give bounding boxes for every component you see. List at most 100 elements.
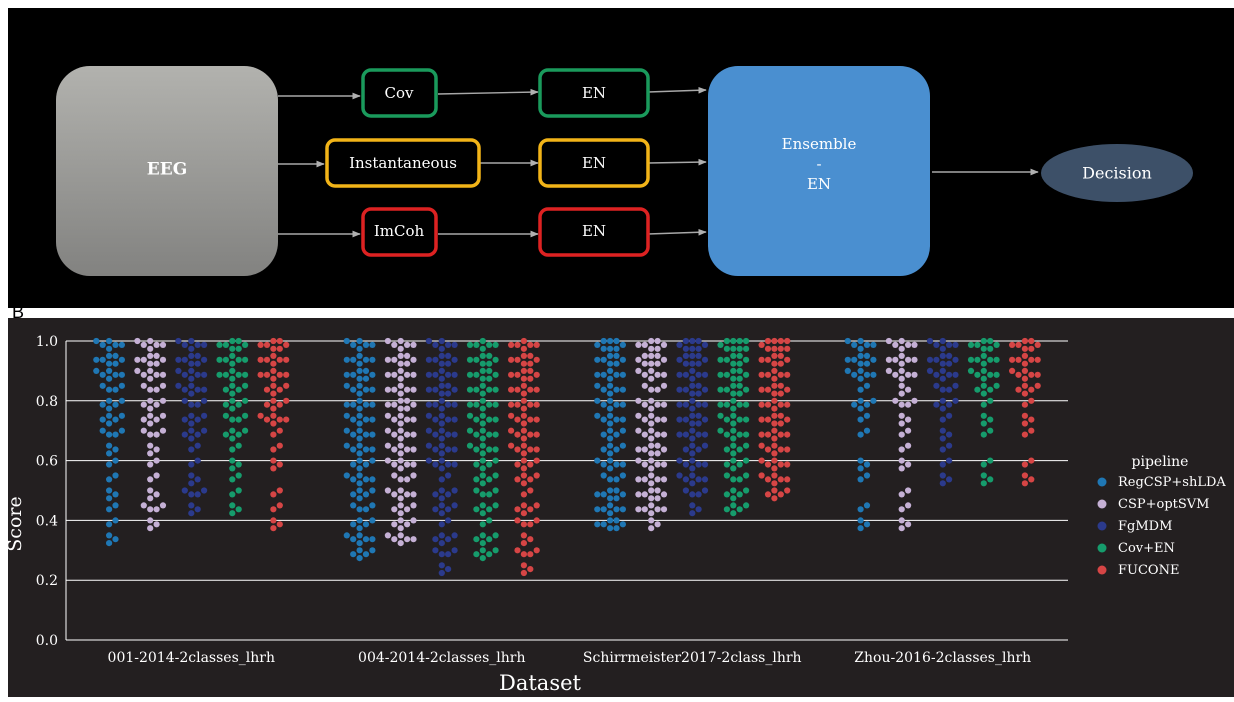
data-point: [660, 461, 668, 468]
data-point: [270, 390, 277, 397]
data-point: [648, 487, 655, 494]
data-point: [356, 390, 363, 397]
data-point: [600, 446, 607, 453]
data-point: [898, 517, 905, 524]
data-point: [397, 412, 404, 419]
data-point: [527, 521, 534, 528]
data-point: [905, 521, 912, 528]
data-point: [857, 337, 864, 345]
data-point: [369, 476, 376, 483]
data-point: [445, 431, 452, 438]
data-point: [654, 495, 661, 502]
data-point: [438, 435, 445, 442]
data-point: [635, 397, 642, 404]
data-point: [784, 345, 791, 352]
data-point: [946, 412, 953, 419]
data-point: [736, 360, 743, 367]
data-point: [397, 435, 404, 442]
data-point: [533, 502, 540, 509]
data-point: [654, 386, 661, 393]
data-point: [159, 502, 167, 509]
data-point: [736, 446, 743, 453]
data-point: [276, 502, 283, 509]
data-point: [676, 371, 683, 378]
data-point: [508, 356, 515, 363]
data-point: [771, 412, 778, 419]
data-point: [980, 367, 987, 374]
data-point: [736, 491, 743, 498]
data-point: [140, 341, 147, 348]
data-point: [926, 337, 934, 345]
data-point: [188, 491, 195, 498]
data-point: [952, 371, 959, 378]
ensemble-box: [708, 66, 930, 276]
data-point: [689, 337, 696, 345]
data-point: [717, 341, 724, 348]
data-point: [106, 412, 113, 419]
data-point: [641, 416, 648, 423]
data-point: [594, 506, 601, 513]
data-point: [520, 480, 528, 487]
data-point: [451, 487, 458, 494]
data-point: [486, 375, 493, 382]
data-point: [870, 397, 877, 404]
eeg-label: EEG: [147, 160, 187, 180]
data-point: [689, 435, 696, 442]
data-point: [445, 401, 452, 408]
data-point: [486, 491, 493, 498]
data-point: [181, 416, 188, 423]
data-point: [777, 491, 784, 498]
data-point: [695, 491, 702, 498]
data-point: [112, 502, 119, 509]
instantaneous-box: [325, 138, 481, 188]
data-point: [771, 405, 778, 412]
data-point: [857, 517, 864, 524]
data-point: [222, 412, 229, 419]
data-point: [676, 356, 683, 363]
data-point: [188, 390, 195, 397]
data-point: [438, 510, 445, 517]
data-point: [933, 401, 940, 408]
data-point: [514, 371, 521, 378]
data-point: [607, 412, 614, 419]
data-point: [758, 401, 765, 408]
data-point: [857, 506, 864, 513]
data-point: [527, 360, 534, 367]
data-point: [939, 472, 946, 479]
data-point: [432, 491, 439, 498]
data-point: [153, 416, 160, 423]
data-point: [432, 446, 439, 453]
data-point: [946, 386, 953, 393]
data-point: [270, 420, 277, 427]
data-point: [863, 401, 871, 408]
data-point: [648, 352, 655, 359]
data-point: [410, 416, 417, 423]
panel-b-label: B: [12, 302, 25, 322]
data-point: [222, 356, 229, 363]
data-point: [654, 431, 661, 438]
data-point: [181, 341, 188, 348]
data-point: [479, 405, 486, 412]
data-point: [764, 431, 772, 438]
data-point: [863, 412, 871, 419]
data-point: [410, 431, 417, 438]
data-point: [701, 487, 709, 494]
data-point: [106, 540, 113, 547]
data-point: [771, 420, 778, 427]
data-point: [743, 487, 750, 494]
data-point: [445, 341, 452, 348]
data-point: [445, 371, 452, 378]
data-point: [939, 386, 946, 393]
data-point: [201, 397, 208, 404]
data-point: [911, 397, 918, 404]
data-point: [514, 356, 521, 363]
data-point: [362, 491, 370, 498]
legend-entry: CSP+optSVM: [1118, 497, 1209, 512]
data-point: [343, 442, 350, 449]
data-point: [857, 431, 864, 438]
data-point: [410, 472, 417, 479]
data-point: [508, 427, 515, 434]
data-point: [118, 397, 125, 404]
data-point: [857, 367, 864, 374]
swarm-plot-panel: 0.0 0.2 0.4 0.6 0.8 1.0 001-2014-2classes_lhr…: [4, 318, 1234, 697]
